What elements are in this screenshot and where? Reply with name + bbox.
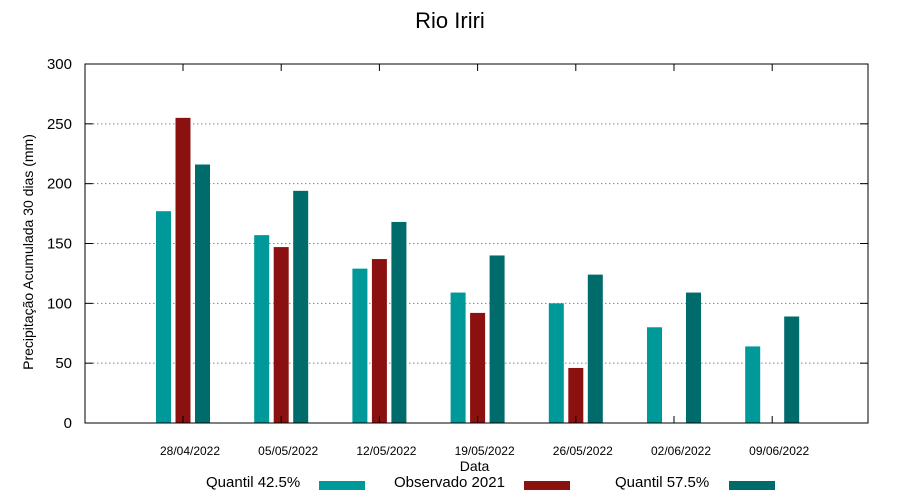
legend-label-quantil-57: Quantil 57.5% — [615, 474, 710, 491]
legend-swatch-quantil-42 — [319, 481, 365, 490]
y-tick-label-100: 100 — [47, 295, 72, 312]
y-axis: 0 50 100 150 200 250 300 — [47, 56, 868, 432]
y-tick-label-50: 50 — [55, 355, 72, 372]
bar-series2-4 — [587, 274, 603, 423]
x-tick-label-6: 09/06/2022 — [749, 444, 809, 458]
y-tick-label-200: 200 — [47, 176, 72, 193]
bar-series0-1 — [254, 235, 270, 423]
x-tick-label-0: 28/04/2022 — [160, 444, 220, 458]
bar-series2-6 — [784, 316, 800, 423]
x-tick-label-1: 05/05/2022 — [258, 444, 318, 458]
y-tick-label-150: 150 — [47, 236, 72, 253]
legend-swatch-quantil-57 — [729, 481, 775, 490]
bar-series2-2 — [391, 221, 407, 423]
x-tick-label-3: 19/05/2022 — [455, 444, 515, 458]
bar-series1-4 — [568, 367, 584, 423]
bar-series1-1 — [273, 247, 289, 423]
legend-label-quantil-42: Quantil 42.5% — [206, 474, 301, 491]
bar-series0-4 — [548, 303, 564, 423]
x-tick-label-5: 02/06/2022 — [651, 444, 711, 458]
bar-series2-0 — [195, 164, 210, 423]
y-axis-label: Precipitação Acumulada 30 dias (mm) — [20, 134, 36, 370]
grid-lines — [85, 123, 868, 364]
bar-series0-3 — [450, 292, 466, 423]
y-tick-label-0: 0 — [64, 415, 72, 432]
y-tick-label-300: 300 — [47, 56, 72, 73]
bar-series0-6 — [745, 346, 761, 423]
x-axis-label: Data — [459, 458, 490, 474]
bar-series2-1 — [293, 190, 309, 423]
bars — [156, 117, 800, 423]
legend-swatch-observado — [524, 481, 570, 490]
bar-series1-2 — [371, 259, 387, 423]
bar-series2-3 — [489, 255, 505, 423]
bar-series1-3 — [470, 312, 486, 423]
bar-series1-0 — [175, 117, 191, 423]
bar-series0-5 — [647, 327, 662, 423]
x-tick-label-4: 26/05/2022 — [553, 444, 613, 458]
chart-title: Rio Iriri — [415, 8, 485, 33]
bar-series2-5 — [686, 292, 701, 423]
x-tick-label-2: 12/05/2022 — [356, 444, 416, 458]
y-tick-label-250: 250 — [47, 116, 72, 133]
bar-series0-2 — [352, 268, 368, 423]
x-axis: 28/04/2022 05/05/2022 12/05/2022 19/05/2022… — [160, 64, 810, 458]
bar-series0-0 — [156, 211, 171, 423]
legend-label-observado: Observado 2021 — [394, 474, 505, 491]
